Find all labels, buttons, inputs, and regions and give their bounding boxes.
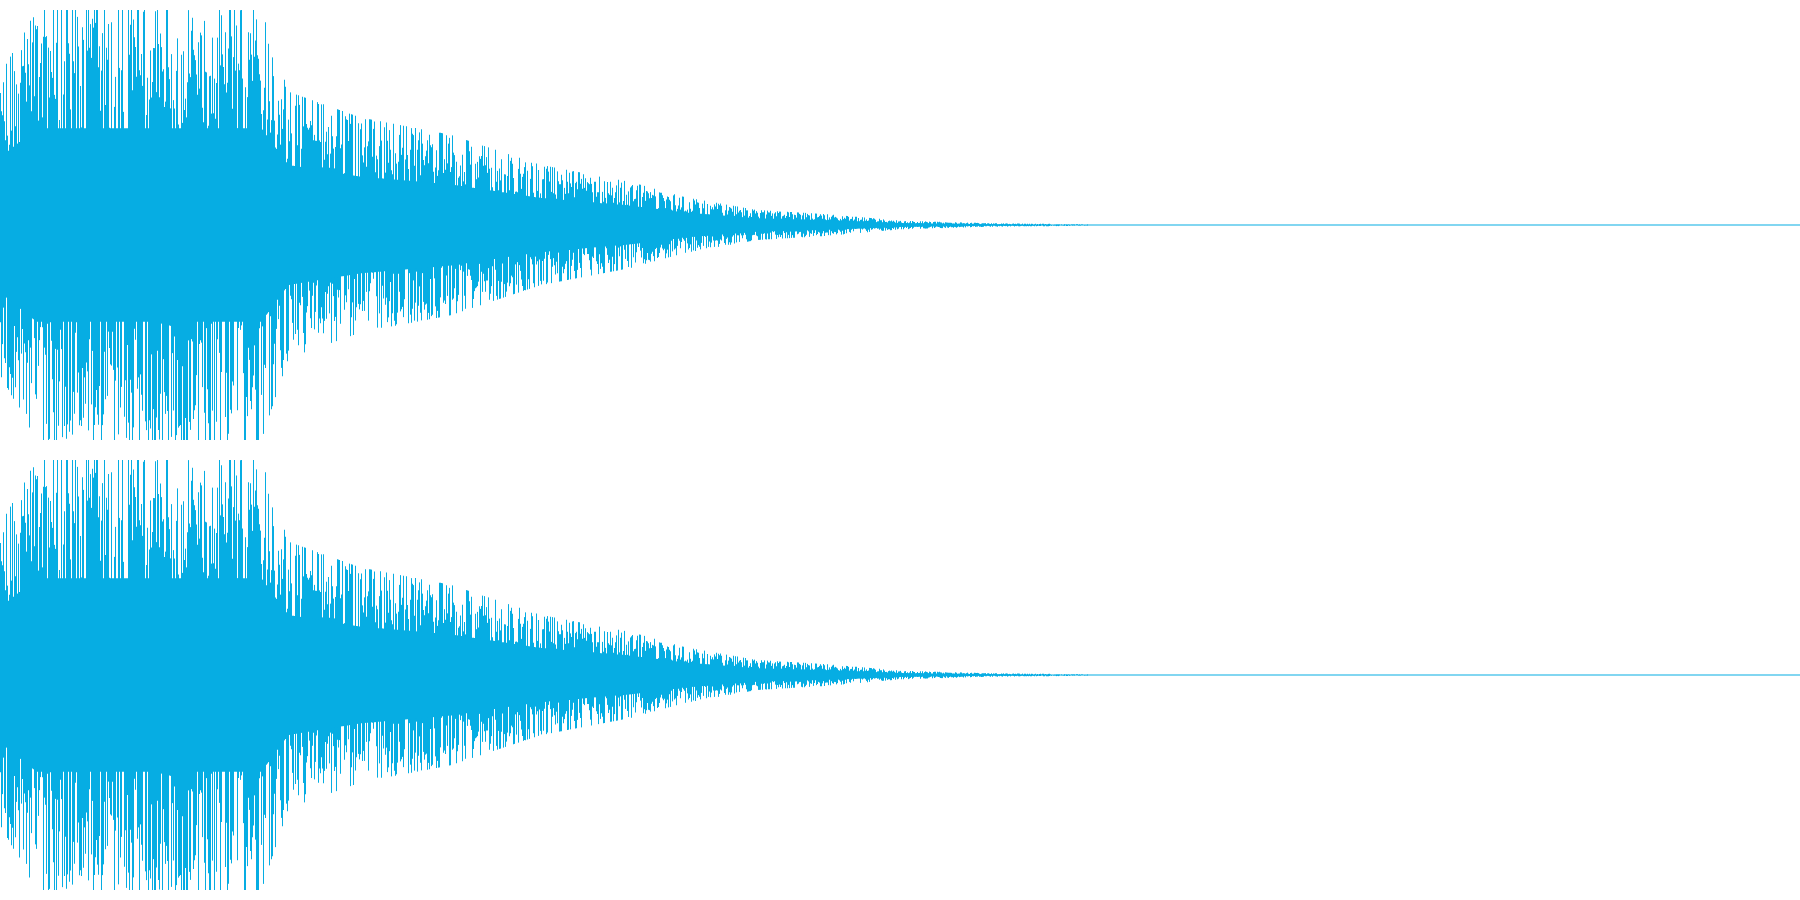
waveform-core	[0, 128, 1070, 322]
waveform-channel-bottom	[0, 460, 1800, 890]
waveform-core	[0, 578, 1070, 772]
waveform-channel-top	[0, 10, 1800, 440]
